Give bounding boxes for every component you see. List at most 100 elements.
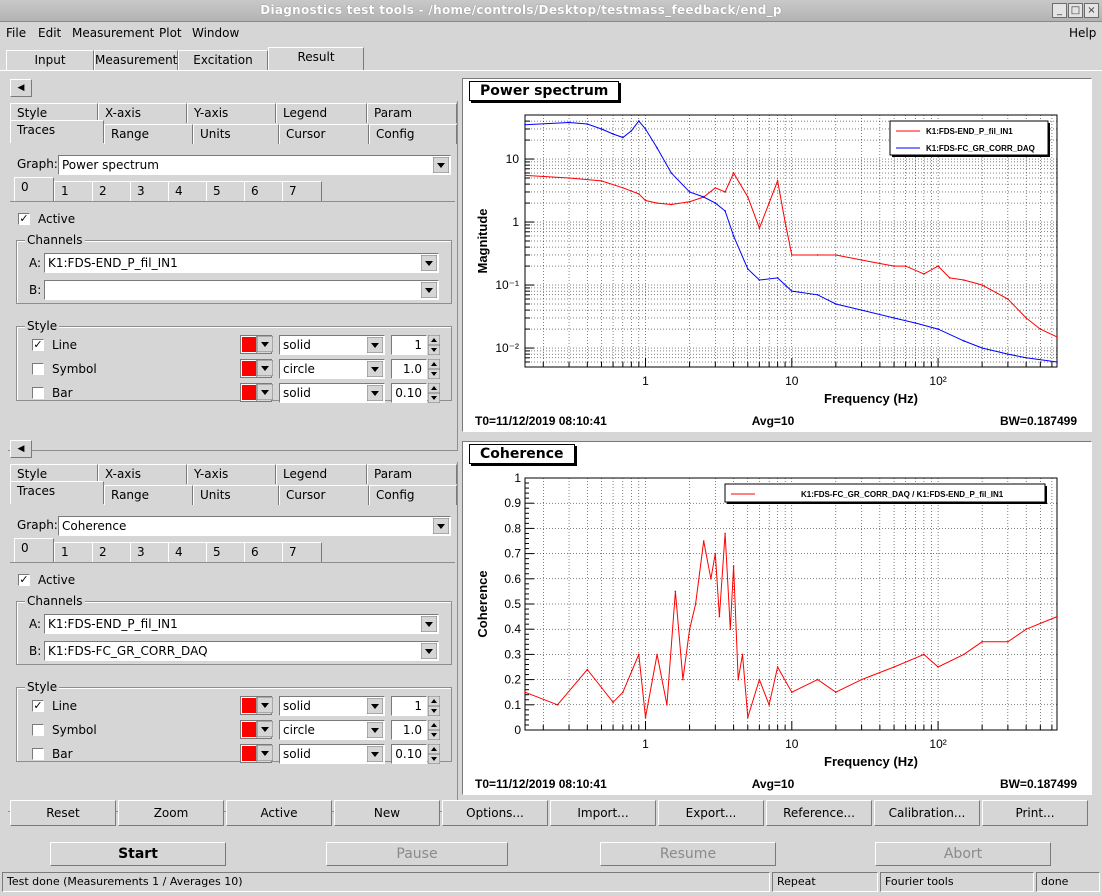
symbol-value-input[interactable]: 1.0 bbox=[391, 720, 427, 740]
pause-button[interactable]: Pause bbox=[326, 842, 508, 866]
channel-b-select[interactable] bbox=[44, 280, 439, 300]
coherence-chart[interactable]: 1 10 10² 0 0.1 0.2 0.3 0.4 0.5 0.6 0.7 0.8 0.9 1 Frequ… bbox=[463, 442, 1091, 794]
tab-row2-4[interactable]: Config bbox=[369, 485, 457, 505]
tab-4[interactable]: Param bbox=[367, 103, 457, 123]
trace-tab-6[interactable]: 6 bbox=[244, 542, 284, 562]
chevron-down-icon[interactable] bbox=[421, 643, 437, 659]
graph-select[interactable]: Coherence bbox=[58, 516, 451, 536]
line-spinner[interactable] bbox=[427, 695, 441, 717]
active-checkbox[interactable]: ✓ bbox=[18, 573, 30, 586]
tab-3[interactable]: Legend bbox=[276, 103, 367, 123]
symbol-checkbox[interactable] bbox=[32, 363, 44, 375]
menu-plot[interactable]: Plot bbox=[159, 26, 182, 40]
line-color-picker[interactable] bbox=[240, 696, 274, 715]
trace-tab-1[interactable]: 1 bbox=[54, 181, 94, 201]
start-button[interactable]: Start bbox=[50, 842, 226, 866]
tab-row2-3[interactable]: Cursor bbox=[279, 485, 369, 505]
trace-tab-4[interactable]: 4 bbox=[168, 181, 208, 201]
trace-tab-7[interactable]: 7 bbox=[282, 542, 322, 562]
tab-row2-2[interactable]: Units bbox=[193, 485, 279, 505]
bar-spinner[interactable] bbox=[427, 382, 441, 404]
trace-tab-1[interactable]: 1 bbox=[54, 542, 94, 562]
chevron-down-icon[interactable] bbox=[433, 518, 449, 534]
bar-spinner[interactable] bbox=[427, 743, 441, 765]
tab-measurement[interactable]: Measurement bbox=[94, 50, 178, 70]
reference-button[interactable]: Reference... bbox=[766, 800, 872, 826]
trace-tab-3[interactable]: 3 bbox=[130, 542, 170, 562]
tab-1[interactable]: X-axis bbox=[98, 464, 187, 484]
line-spinner[interactable] bbox=[427, 334, 441, 356]
trace-tab-5[interactable]: 5 bbox=[206, 542, 246, 562]
bar-value-input[interactable]: 0.10 bbox=[391, 383, 427, 403]
trace-tab-3[interactable]: 3 bbox=[130, 181, 170, 201]
symbol-color-picker[interactable] bbox=[240, 720, 274, 739]
chevron-down-icon[interactable] bbox=[367, 698, 383, 714]
channel-b-select[interactable]: K1:FDS-FC_GR_CORR_DAQ bbox=[44, 641, 439, 661]
tab-row2-3[interactable]: Cursor bbox=[279, 124, 369, 144]
tab-row2-0[interactable]: Traces bbox=[10, 120, 104, 143]
menu-window[interactable]: Window bbox=[192, 26, 240, 40]
tab-row2-4[interactable]: Config bbox=[369, 124, 457, 144]
menu-help[interactable]: Help bbox=[1069, 26, 1097, 40]
trace-tab-5[interactable]: 5 bbox=[206, 181, 246, 201]
print-button[interactable]: Print... bbox=[982, 800, 1088, 826]
menu-measurement[interactable]: Measurement bbox=[72, 26, 155, 40]
tab-4[interactable]: Param bbox=[367, 464, 457, 484]
bar-checkbox[interactable] bbox=[32, 387, 44, 399]
symbol-spinner[interactable] bbox=[427, 719, 441, 741]
tab-row2-1[interactable]: Range bbox=[104, 124, 193, 144]
tab-2[interactable]: Y-axis bbox=[187, 103, 276, 123]
zoom-button[interactable]: Zoom bbox=[118, 800, 224, 826]
power-spectrum-panel[interactable]: 1 10 10² 10⁻² 10⁻¹ 1 10 Frequency (Hz) Magnitude… bbox=[462, 78, 1092, 432]
bar-value-input[interactable]: 0.10 bbox=[391, 744, 427, 764]
tab-excitation[interactable]: Excitation bbox=[178, 50, 268, 70]
symbol-checkbox[interactable] bbox=[32, 724, 44, 736]
coherence-panel[interactable]: 1 10 10² 0 0.1 0.2 0.3 0.4 0.5 0.6 0.7 0.8 0.9 1 Frequ… bbox=[462, 441, 1092, 795]
tab-result[interactable]: Result bbox=[268, 47, 364, 70]
export-button[interactable]: Export... bbox=[658, 800, 764, 826]
chevron-down-icon[interactable] bbox=[367, 746, 383, 762]
symbol-value-input[interactable]: 1.0 bbox=[391, 359, 427, 379]
tab-row2-1[interactable]: Range bbox=[104, 485, 193, 505]
trace-tab-7[interactable]: 7 bbox=[282, 181, 322, 201]
bar-style-select[interactable]: solid bbox=[279, 744, 385, 764]
bar-color-picker[interactable] bbox=[240, 744, 274, 763]
bar-color-picker[interactable] bbox=[240, 383, 274, 402]
chevron-down-icon[interactable] bbox=[256, 335, 274, 353]
abort-button[interactable]: Abort bbox=[875, 842, 1051, 866]
maximize-icon[interactable]: □ bbox=[1068, 3, 1083, 18]
line-style-select[interactable]: solid bbox=[279, 696, 385, 716]
tab-input[interactable]: Input bbox=[6, 50, 94, 70]
chevron-down-icon[interactable] bbox=[256, 383, 274, 401]
tab-0[interactable]: Style bbox=[10, 464, 98, 484]
chevron-down-icon[interactable] bbox=[367, 337, 383, 353]
trace-tab-0[interactable]: 0 bbox=[14, 538, 54, 562]
chevron-down-icon[interactable] bbox=[433, 157, 449, 173]
chevron-down-icon[interactable] bbox=[421, 616, 437, 632]
trace-tab-2[interactable]: 2 bbox=[92, 542, 132, 562]
channel-a-select[interactable]: K1:FDS-END_P_fil_IN1 bbox=[44, 614, 439, 634]
symbol-style-select[interactable]: circle bbox=[279, 359, 385, 379]
chevron-down-icon[interactable] bbox=[367, 385, 383, 401]
minimize-icon[interactable]: _ bbox=[1052, 3, 1067, 18]
chevron-down-icon[interactable] bbox=[421, 255, 437, 271]
tab-2[interactable]: Y-axis bbox=[187, 464, 276, 484]
trace-tab-2[interactable]: 2 bbox=[92, 181, 132, 201]
tab-3[interactable]: Legend bbox=[276, 464, 367, 484]
line-style-select[interactable]: solid bbox=[279, 335, 385, 355]
options-button[interactable]: Options... bbox=[442, 800, 548, 826]
tab-row2-2[interactable]: Units bbox=[193, 124, 279, 144]
line-checkbox[interactable]: ✓ bbox=[32, 699, 44, 712]
line-value-input[interactable]: 1 bbox=[391, 696, 427, 716]
chevron-down-icon[interactable] bbox=[256, 359, 274, 377]
chevron-down-icon[interactable] bbox=[367, 361, 383, 377]
trace-tab-4[interactable]: 4 bbox=[168, 542, 208, 562]
tab-row2-0[interactable]: Traces bbox=[10, 481, 104, 504]
trace-tab-6[interactable]: 6 bbox=[244, 181, 284, 201]
import-button[interactable]: Import... bbox=[550, 800, 656, 826]
active-button[interactable]: Active bbox=[226, 800, 332, 826]
calibration-button[interactable]: Calibration... bbox=[874, 800, 980, 826]
tab-0[interactable]: Style bbox=[10, 103, 98, 123]
resume-button[interactable]: Resume bbox=[600, 842, 776, 866]
trace-tab-0[interactable]: 0 bbox=[14, 177, 54, 201]
